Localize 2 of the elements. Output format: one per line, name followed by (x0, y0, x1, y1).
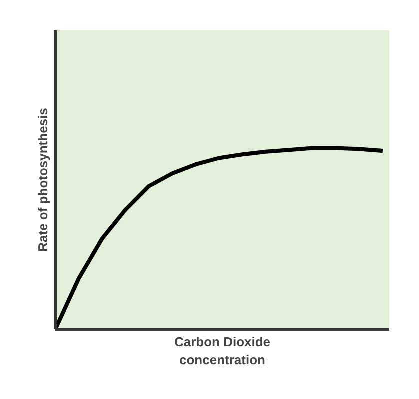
x-axis-title: Carbon Dioxide concentration (174, 334, 271, 368)
y-axis-title: Rate of photosynthesis (36, 108, 50, 252)
